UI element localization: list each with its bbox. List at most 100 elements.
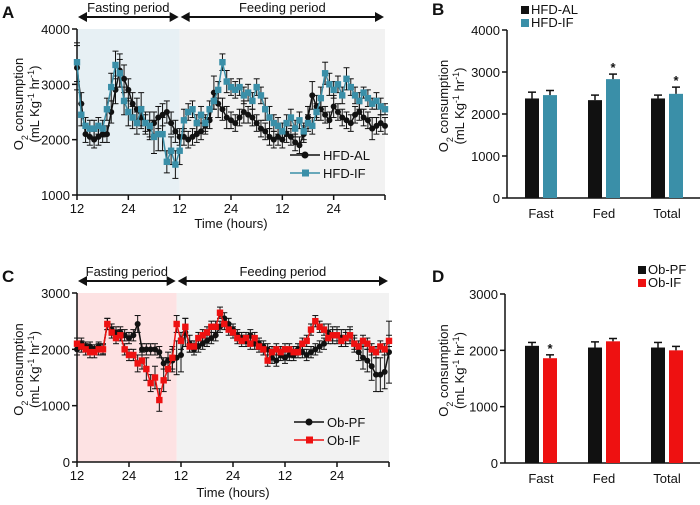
data-point-square — [195, 334, 202, 342]
data-point-square — [304, 119, 312, 127]
superscript: -1 — [451, 336, 461, 344]
bar-ob-if-fast — [543, 358, 557, 463]
data-point-square — [373, 97, 380, 105]
x-tick-label: 24 — [122, 468, 136, 483]
arrow-head-left — [177, 276, 187, 286]
period-label: Feeding period — [239, 264, 326, 279]
significance-star: * — [610, 60, 616, 75]
legend-label: HFD-IF — [323, 166, 366, 181]
data-point-square — [325, 334, 332, 342]
period-label: Fasting period — [87, 0, 169, 15]
unit-close: ) — [452, 68, 467, 72]
y-tick-label: 3000 — [41, 77, 70, 92]
x-axis-title: Time (hours) — [196, 485, 269, 500]
data-point-square — [307, 326, 315, 333]
data-point-square — [163, 158, 171, 165]
data-point-square — [164, 365, 172, 373]
data-point-square — [176, 147, 183, 154]
x-tick-label: 24 — [226, 468, 240, 483]
y-tick-label: 2000 — [469, 343, 498, 358]
data-point-square — [240, 92, 248, 99]
series-ob-if — [73, 306, 393, 412]
unit-part: hr — [27, 343, 42, 359]
arrow-head-left — [78, 12, 87, 22]
data-point-square — [257, 92, 265, 99]
y-tick-label: 0 — [491, 456, 498, 471]
data-point-circle — [296, 142, 303, 149]
data-point-square — [321, 70, 329, 77]
panel-letter: D — [432, 267, 444, 286]
data-point-circle — [352, 111, 359, 118]
unit-part: hr — [452, 79, 467, 95]
x-tick-label: Fed — [593, 206, 615, 221]
data-point-square — [346, 332, 354, 339]
data-point-square — [108, 83, 115, 91]
significance-star: * — [673, 73, 679, 88]
data-point-square — [247, 340, 254, 347]
data-point-square — [208, 323, 215, 330]
data-point-circle — [134, 320, 141, 327]
data-point-square — [146, 122, 153, 130]
data-point-square — [299, 340, 306, 347]
data-point-square — [229, 329, 237, 336]
legend-item: Ob-PF — [294, 415, 365, 430]
unit-close: ) — [452, 332, 467, 336]
data-point-square — [356, 97, 363, 105]
data-point-circle — [275, 133, 282, 140]
data-point-circle — [156, 349, 163, 356]
data-point-square — [273, 346, 280, 353]
y-tick-label: 1000 — [469, 400, 498, 415]
data-point-circle — [273, 357, 280, 364]
data-point-square — [287, 114, 295, 121]
data-point-square — [103, 106, 111, 113]
data-point-square — [202, 119, 209, 127]
period-label: Fasting period — [86, 264, 168, 279]
legend-marker-circle — [305, 418, 313, 426]
y-axis-title-line2: (mL Kg — [27, 101, 42, 142]
data-point-square — [86, 125, 94, 132]
data-point-circle — [368, 363, 375, 370]
data-point-circle — [193, 131, 200, 138]
data-point-circle — [232, 120, 239, 127]
series-hfd-if — [73, 42, 389, 179]
bar-ob-if-total — [669, 350, 683, 463]
data-point-square — [206, 106, 213, 113]
superscript: -1 — [26, 93, 36, 101]
data-point-circle — [147, 346, 154, 353]
data-point-square — [385, 337, 393, 345]
y-axis-title-line2: (mL Kg — [452, 368, 467, 409]
data-point-circle — [382, 122, 388, 129]
data-point-square — [283, 119, 290, 127]
data-point-circle — [253, 120, 260, 127]
data-point-square — [125, 108, 132, 116]
y-tick-label: 1000 — [471, 149, 500, 164]
data-point-square — [244, 89, 252, 96]
unit-part: hr — [27, 77, 42, 93]
data-point-circle — [143, 346, 150, 353]
y-tick-label: 1000 — [41, 399, 70, 414]
data-point-square — [104, 320, 111, 328]
y-axis-title-line2: (mL Kg — [452, 103, 467, 144]
bar-ob-pf-fed — [588, 347, 602, 463]
data-point-square — [262, 106, 269, 113]
data-point-circle — [339, 114, 346, 121]
data-point-circle — [126, 335, 132, 342]
x-tick-label: Fed — [593, 471, 615, 486]
data-point-circle — [347, 120, 354, 127]
data-point-circle — [292, 139, 299, 146]
y-axis-title-line1-rest: consumption — [436, 324, 451, 401]
data-point-circle — [364, 117, 371, 124]
data-point-square — [334, 81, 342, 88]
data-point-square — [86, 348, 94, 356]
data-point-square — [381, 106, 389, 113]
y-tick-label: 2000 — [41, 133, 70, 148]
data-point-circle — [129, 100, 136, 107]
legend-label: HFD-AL — [531, 2, 578, 17]
y-tick-label: 3000 — [469, 287, 498, 302]
x-tick-label: 12 — [70, 201, 84, 216]
x-tick-label: 24 — [121, 201, 135, 216]
bar-ob-pf-fast — [525, 345, 539, 463]
data-point-circle — [245, 111, 252, 118]
data-point-square — [281, 346, 289, 353]
data-point-square — [112, 334, 120, 342]
